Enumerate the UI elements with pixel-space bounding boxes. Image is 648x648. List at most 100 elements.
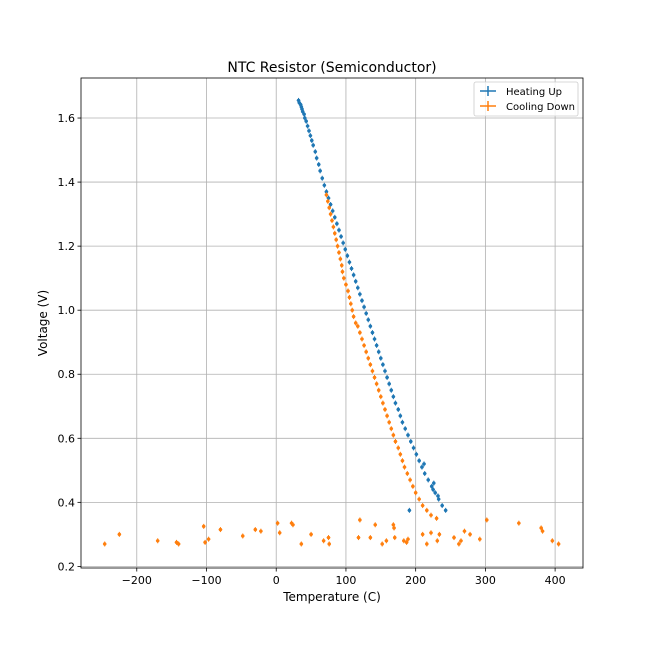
- data-point: [373, 522, 378, 528]
- data-point: [396, 445, 401, 451]
- data-point: [387, 419, 391, 425]
- data-point: [355, 285, 360, 291]
- data-point: [341, 240, 345, 246]
- series-0: [296, 97, 448, 513]
- data-point: [176, 541, 181, 547]
- data-point: [396, 406, 401, 412]
- x-axis-title: Temperature (C): [282, 590, 381, 604]
- data-point: [291, 522, 295, 528]
- data-point: [340, 269, 345, 275]
- data-point: [389, 387, 394, 393]
- data-point: [478, 536, 482, 542]
- data-point: [374, 342, 379, 348]
- series-1: [102, 192, 561, 547]
- data-point: [314, 155, 319, 161]
- data-point: [372, 374, 377, 380]
- axis-ticks: −200 −100 0 100 200 300 400 0.2 0.4 0.6 0.8 1.0 1.2 1…: [58, 112, 566, 587]
- data-point: [324, 192, 329, 198]
- data-point: [392, 525, 396, 531]
- data-point: [368, 362, 373, 368]
- data-point: [420, 531, 425, 537]
- legend-marker-heating: [480, 86, 496, 96]
- data-point: [420, 503, 425, 509]
- data-point: [339, 262, 344, 268]
- y-tick-label: 1.6: [58, 112, 76, 125]
- data-point: [434, 515, 439, 521]
- data-point: [360, 298, 364, 304]
- data-point: [347, 294, 352, 300]
- legend-label-cooling: Cooling Down: [506, 102, 575, 113]
- data-point: [351, 272, 356, 278]
- data-point: [408, 477, 412, 483]
- data-point: [402, 538, 406, 544]
- data-point: [366, 317, 371, 323]
- data-point: [339, 234, 343, 240]
- data-point: [338, 256, 343, 262]
- data-point: [379, 394, 383, 400]
- data-point: [398, 413, 403, 419]
- data-point: [391, 432, 396, 438]
- data-point: [392, 535, 397, 541]
- data-point: [426, 477, 431, 483]
- data-point: [362, 342, 366, 348]
- data-point: [550, 538, 555, 544]
- data-point: [383, 368, 387, 374]
- data-point: [275, 520, 280, 526]
- data-point: [381, 400, 385, 406]
- data-point: [374, 381, 379, 387]
- y-tick-label: 1.0: [58, 304, 76, 317]
- data-point: [387, 381, 391, 387]
- data-point: [459, 538, 463, 544]
- data-point: [332, 214, 337, 220]
- data-point: [385, 374, 389, 380]
- data-point: [358, 330, 362, 336]
- data-point: [330, 208, 335, 214]
- data-point: [201, 523, 206, 529]
- data-point: [402, 464, 407, 470]
- data-point: [327, 541, 332, 547]
- data-point: [206, 536, 211, 542]
- data-point: [431, 480, 436, 486]
- data-point: [413, 490, 418, 496]
- data-point: [343, 246, 348, 252]
- data-point: [372, 336, 377, 342]
- legend-box: [473, 81, 579, 117]
- data-point: [433, 490, 437, 496]
- data-point: [102, 541, 107, 547]
- data-point: [335, 243, 340, 249]
- data-point: [344, 282, 348, 288]
- data-point: [376, 387, 381, 393]
- y-tick-label: 0.4: [58, 496, 76, 509]
- data-point: [370, 368, 375, 374]
- data-point: [379, 355, 383, 361]
- data-point: [420, 464, 424, 470]
- legend-marker-cooling: [480, 101, 496, 111]
- x-tick-label: 200: [405, 574, 426, 587]
- data-point: [381, 362, 385, 368]
- data-point: [364, 310, 368, 316]
- data-point: [360, 336, 364, 342]
- data-point: [393, 400, 398, 406]
- data-point: [311, 142, 315, 148]
- data-point: [259, 528, 263, 534]
- data-point: [347, 259, 352, 265]
- data-point: [327, 205, 332, 211]
- data-point: [302, 111, 306, 117]
- data-point: [406, 432, 410, 438]
- data-point: [277, 530, 282, 536]
- data-point: [417, 458, 421, 464]
- y-tick-label: 1.4: [58, 176, 76, 189]
- data-point: [404, 539, 409, 545]
- data-point: [322, 182, 327, 188]
- x-tick-label: −100: [191, 574, 221, 587]
- data-point: [403, 426, 408, 432]
- data-point: [425, 507, 429, 513]
- data-point: [556, 541, 561, 547]
- data-point: [429, 530, 433, 536]
- y-axis-title: Voltage (V): [36, 290, 50, 356]
- data-point: [440, 503, 444, 509]
- x-tick-label: 100: [335, 574, 356, 587]
- data-point: [431, 487, 435, 493]
- data-point: [307, 128, 311, 134]
